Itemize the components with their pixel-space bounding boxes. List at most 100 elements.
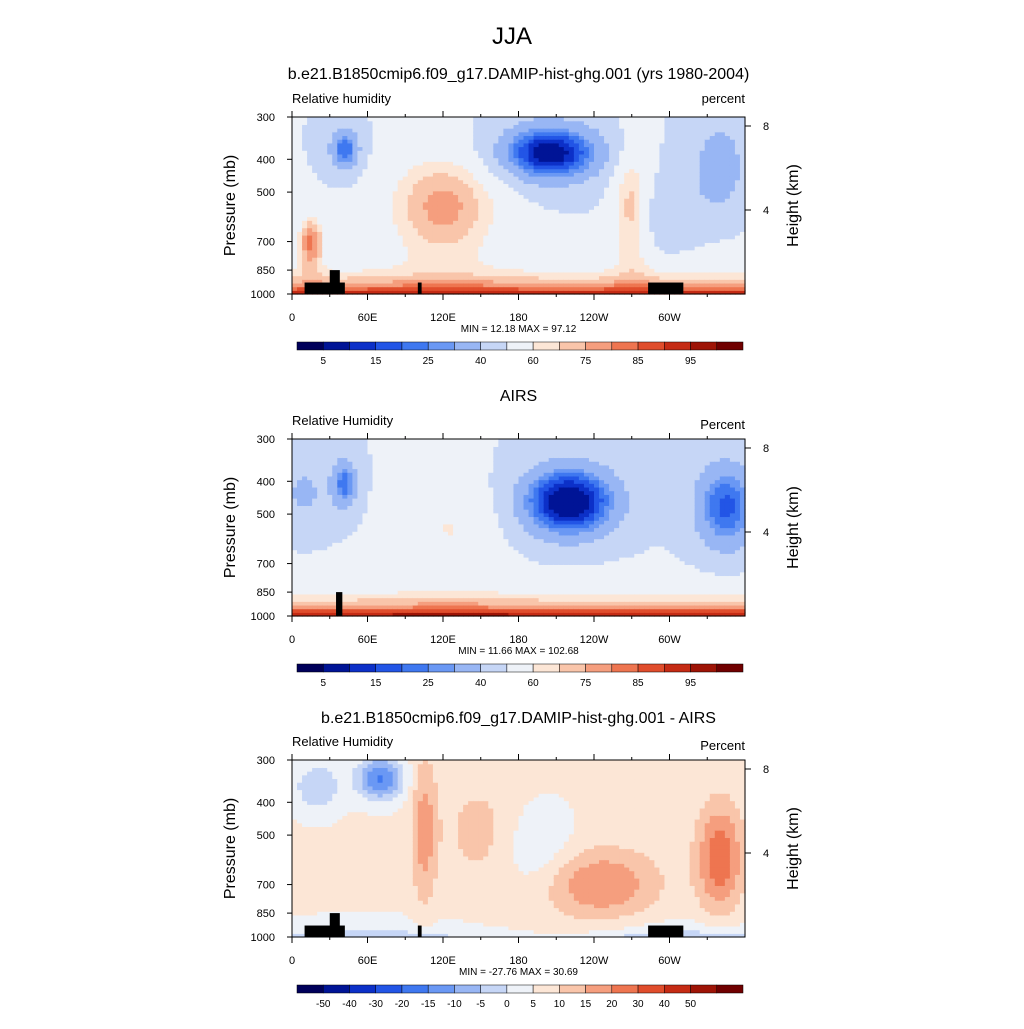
heatmap-cell xyxy=(654,187,660,191)
heatmap-cell xyxy=(317,206,323,210)
heatmap-cell xyxy=(549,139,555,143)
heatmap-cell xyxy=(539,124,545,128)
heatmap-cell xyxy=(478,224,484,228)
heatmap-cell xyxy=(524,261,530,265)
heatmap-cell xyxy=(680,235,686,239)
heatmap-cell xyxy=(599,183,605,187)
heatmap-cell xyxy=(529,183,535,187)
heatmap-cell xyxy=(609,135,615,139)
left-string: Relative humidity xyxy=(292,91,391,106)
heatmap-cell xyxy=(513,128,519,132)
heatmap-cell xyxy=(644,268,650,272)
heatmap-cell xyxy=(569,183,575,187)
heatmap-cell xyxy=(664,194,670,198)
heatmap-cell xyxy=(327,572,333,576)
heatmap-cell xyxy=(443,239,449,243)
heatmap-cell xyxy=(695,154,701,158)
heatmap-cell xyxy=(347,165,353,169)
heatmap-cell xyxy=(725,206,731,210)
heatmap-cell xyxy=(302,276,308,280)
heatmap-cell xyxy=(383,283,389,287)
heatmap-cell xyxy=(564,202,570,206)
heatmap-cell xyxy=(352,172,358,176)
heatmap-cell xyxy=(307,469,313,473)
heatmap-cell xyxy=(433,287,439,291)
heatmap-cell xyxy=(579,261,585,265)
heatmap-cell xyxy=(559,279,565,283)
heatmap-cell xyxy=(654,213,660,217)
heatmap-cell xyxy=(559,206,565,210)
heatmap-cell xyxy=(549,265,555,269)
heatmap-cell xyxy=(493,283,499,287)
heatmap-cell xyxy=(468,143,474,147)
heatmap-cell xyxy=(498,198,504,202)
heatmap-cell xyxy=(302,446,308,450)
heatmap-cell xyxy=(493,169,499,173)
heatmap-cell xyxy=(690,268,696,272)
heatmap-cell xyxy=(458,268,464,272)
heatmap-cell xyxy=(478,202,484,206)
heatmap-cell xyxy=(443,124,449,128)
heatmap-cell xyxy=(342,494,348,498)
heatmap-cell xyxy=(347,209,353,213)
heatmap-cell xyxy=(670,128,676,132)
heatmap-cell xyxy=(639,150,645,154)
heatmap-cell xyxy=(423,231,429,235)
heatmap-cell xyxy=(357,194,363,198)
heatmap-cell xyxy=(373,279,379,283)
heatmap-cell xyxy=(569,224,575,228)
heatmap-cell xyxy=(418,253,424,257)
heatmap-cell xyxy=(554,117,560,121)
heatmap-cell xyxy=(664,150,670,154)
heatmap-cell xyxy=(332,491,338,495)
heatmap-cell xyxy=(569,213,575,217)
heatmap-cell xyxy=(624,135,630,139)
heatmap-cell xyxy=(373,261,379,265)
heatmap-cell xyxy=(725,143,731,147)
heatmap-cell xyxy=(549,121,555,125)
heatmap-cell xyxy=(715,239,721,243)
heatmap-cell xyxy=(292,457,298,461)
heatmap-cell xyxy=(614,283,620,287)
heatmap-cell xyxy=(342,202,348,206)
heatmap-cell xyxy=(680,158,686,162)
heatmap-cell xyxy=(433,169,439,173)
heatmap-cell xyxy=(352,124,358,128)
heatmap-cell xyxy=(559,161,565,165)
heatmap-cell xyxy=(322,213,328,217)
heatmap-cell xyxy=(307,213,313,217)
heatmap-cell xyxy=(584,246,590,250)
heatmap-cell xyxy=(690,161,696,165)
heatmap-cell xyxy=(498,206,504,210)
heatmap-cell xyxy=(413,283,419,287)
heatmap-cell xyxy=(428,132,434,136)
colorbar-box xyxy=(717,342,743,350)
heatmap-cell xyxy=(498,261,504,265)
heatmap-cell xyxy=(654,183,660,187)
heatmap-cell xyxy=(614,242,620,246)
heatmap-cell xyxy=(383,272,389,276)
heatmap-cell xyxy=(710,194,716,198)
heatmap-cell xyxy=(408,128,414,132)
heatmap-cell xyxy=(322,220,328,224)
heatmap-cell xyxy=(347,121,353,125)
heatmap-cell xyxy=(347,183,353,187)
heatmap-cell xyxy=(418,135,424,139)
heatmap-cell xyxy=(342,172,348,176)
heatmap-cell xyxy=(574,242,580,246)
heatmap-cell xyxy=(423,117,429,121)
heatmap-cell xyxy=(302,265,308,269)
heatmap-cell xyxy=(710,154,716,158)
heatmap-cell xyxy=(659,194,665,198)
heatmap-cell xyxy=(534,202,540,206)
heatmap-cell xyxy=(705,191,711,195)
heatmap-cell xyxy=(302,498,308,502)
heatmap-cell xyxy=(347,272,353,276)
heatmap-cell xyxy=(368,265,374,269)
heatmap-cell xyxy=(307,443,313,447)
heatmap-cell xyxy=(695,183,701,187)
heatmap-cell xyxy=(443,202,449,206)
heatmap-cell xyxy=(332,206,338,210)
heatmap-cell xyxy=(403,235,409,239)
heatmap-cell xyxy=(675,150,681,154)
